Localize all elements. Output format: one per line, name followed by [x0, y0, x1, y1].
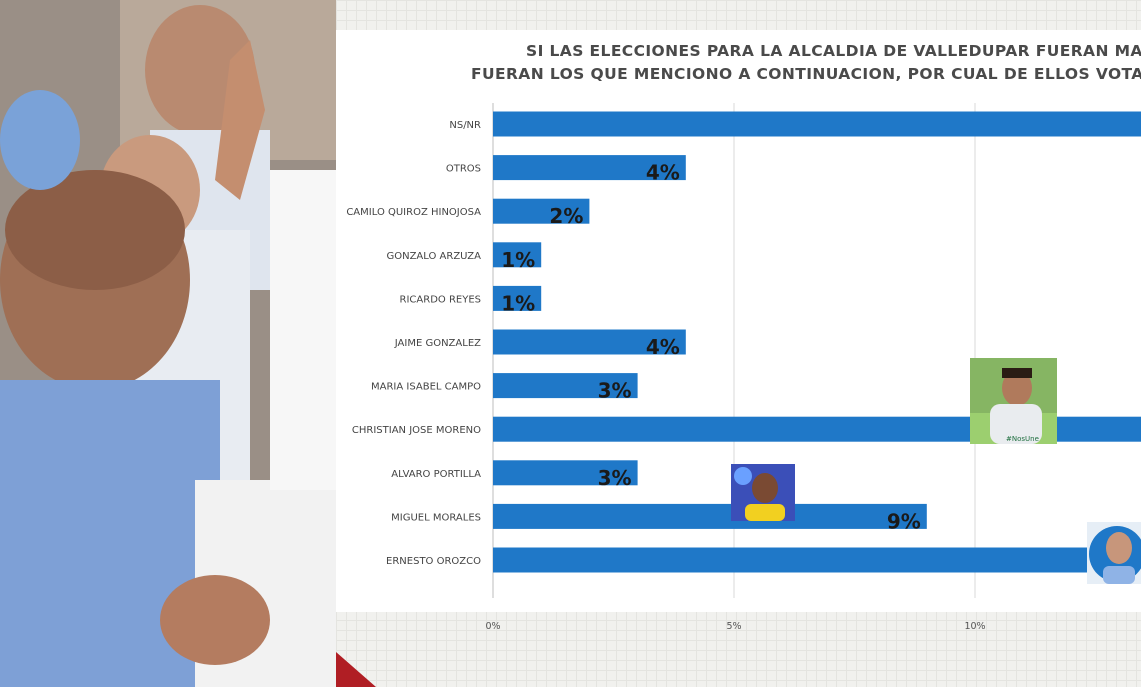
x-tick-label: 10%	[964, 621, 985, 632]
category-label: ALVARO PORTILLA	[391, 469, 481, 480]
bar	[493, 155, 686, 181]
category-label: MARIA ISABEL CAMPO	[371, 382, 481, 393]
bar	[493, 111, 1141, 137]
bar	[493, 242, 542, 268]
bar	[493, 198, 590, 224]
data-label: 4%	[646, 335, 680, 359]
x-tick-label: 5%	[726, 621, 741, 632]
candidate-photo-icon: #NosUne	[970, 358, 1057, 444]
bar	[493, 285, 542, 311]
chart-title-line2: FUERAN LOS QUE MENCIONO A CONTINUACION, …	[471, 65, 1141, 83]
chart-title-line1: SI LAS ELECCIONES PARA LA ALCALDIA DE VA…	[526, 42, 1141, 60]
category-label: ERNESTO OROZCO	[386, 556, 481, 567]
photo-illustration	[0, 0, 336, 687]
red-corner-accent	[336, 652, 376, 687]
thumb-christian-jose-moreno: #NosUne	[970, 358, 1057, 444]
candidate-photo-icon	[1087, 522, 1141, 584]
data-label: 3%	[598, 466, 632, 490]
chart-title: SI LAS ELECCIONES PARA LA ALCALDIA DE VA…	[336, 40, 1141, 86]
category-label: GONZALO ARZUZA	[386, 251, 481, 262]
data-label: 1%	[501, 291, 535, 315]
bar	[493, 503, 927, 529]
category-label: NS/NR	[449, 120, 481, 131]
data-label: 9%	[887, 509, 921, 533]
data-label: 2%	[549, 204, 583, 228]
thumb-ernesto-orozco	[1087, 522, 1141, 584]
thumb-miguel-morales	[731, 464, 795, 521]
thumb-text: #NosUne	[1006, 435, 1039, 443]
category-label: RICARDO REYES	[400, 294, 481, 305]
bar	[493, 329, 686, 355]
category-label: JAIME GONZALEZ	[394, 338, 481, 349]
campaign-photo	[0, 0, 336, 687]
data-label: 1%	[501, 248, 535, 272]
bar	[493, 373, 638, 399]
bar	[493, 460, 638, 486]
bar	[493, 547, 1141, 573]
category-label: CAMILO QUIROZ HINOJOSA	[346, 207, 481, 218]
category-label: MIGUEL MORALES	[391, 512, 481, 523]
x-tick-label: 0%	[485, 621, 500, 632]
data-label: 3%	[598, 379, 632, 403]
category-label: OTROS	[446, 164, 481, 175]
candidate-photo-icon	[731, 464, 795, 521]
category-label: CHRISTIAN JOSE MORENO	[352, 425, 481, 436]
data-label: 4%	[646, 161, 680, 185]
